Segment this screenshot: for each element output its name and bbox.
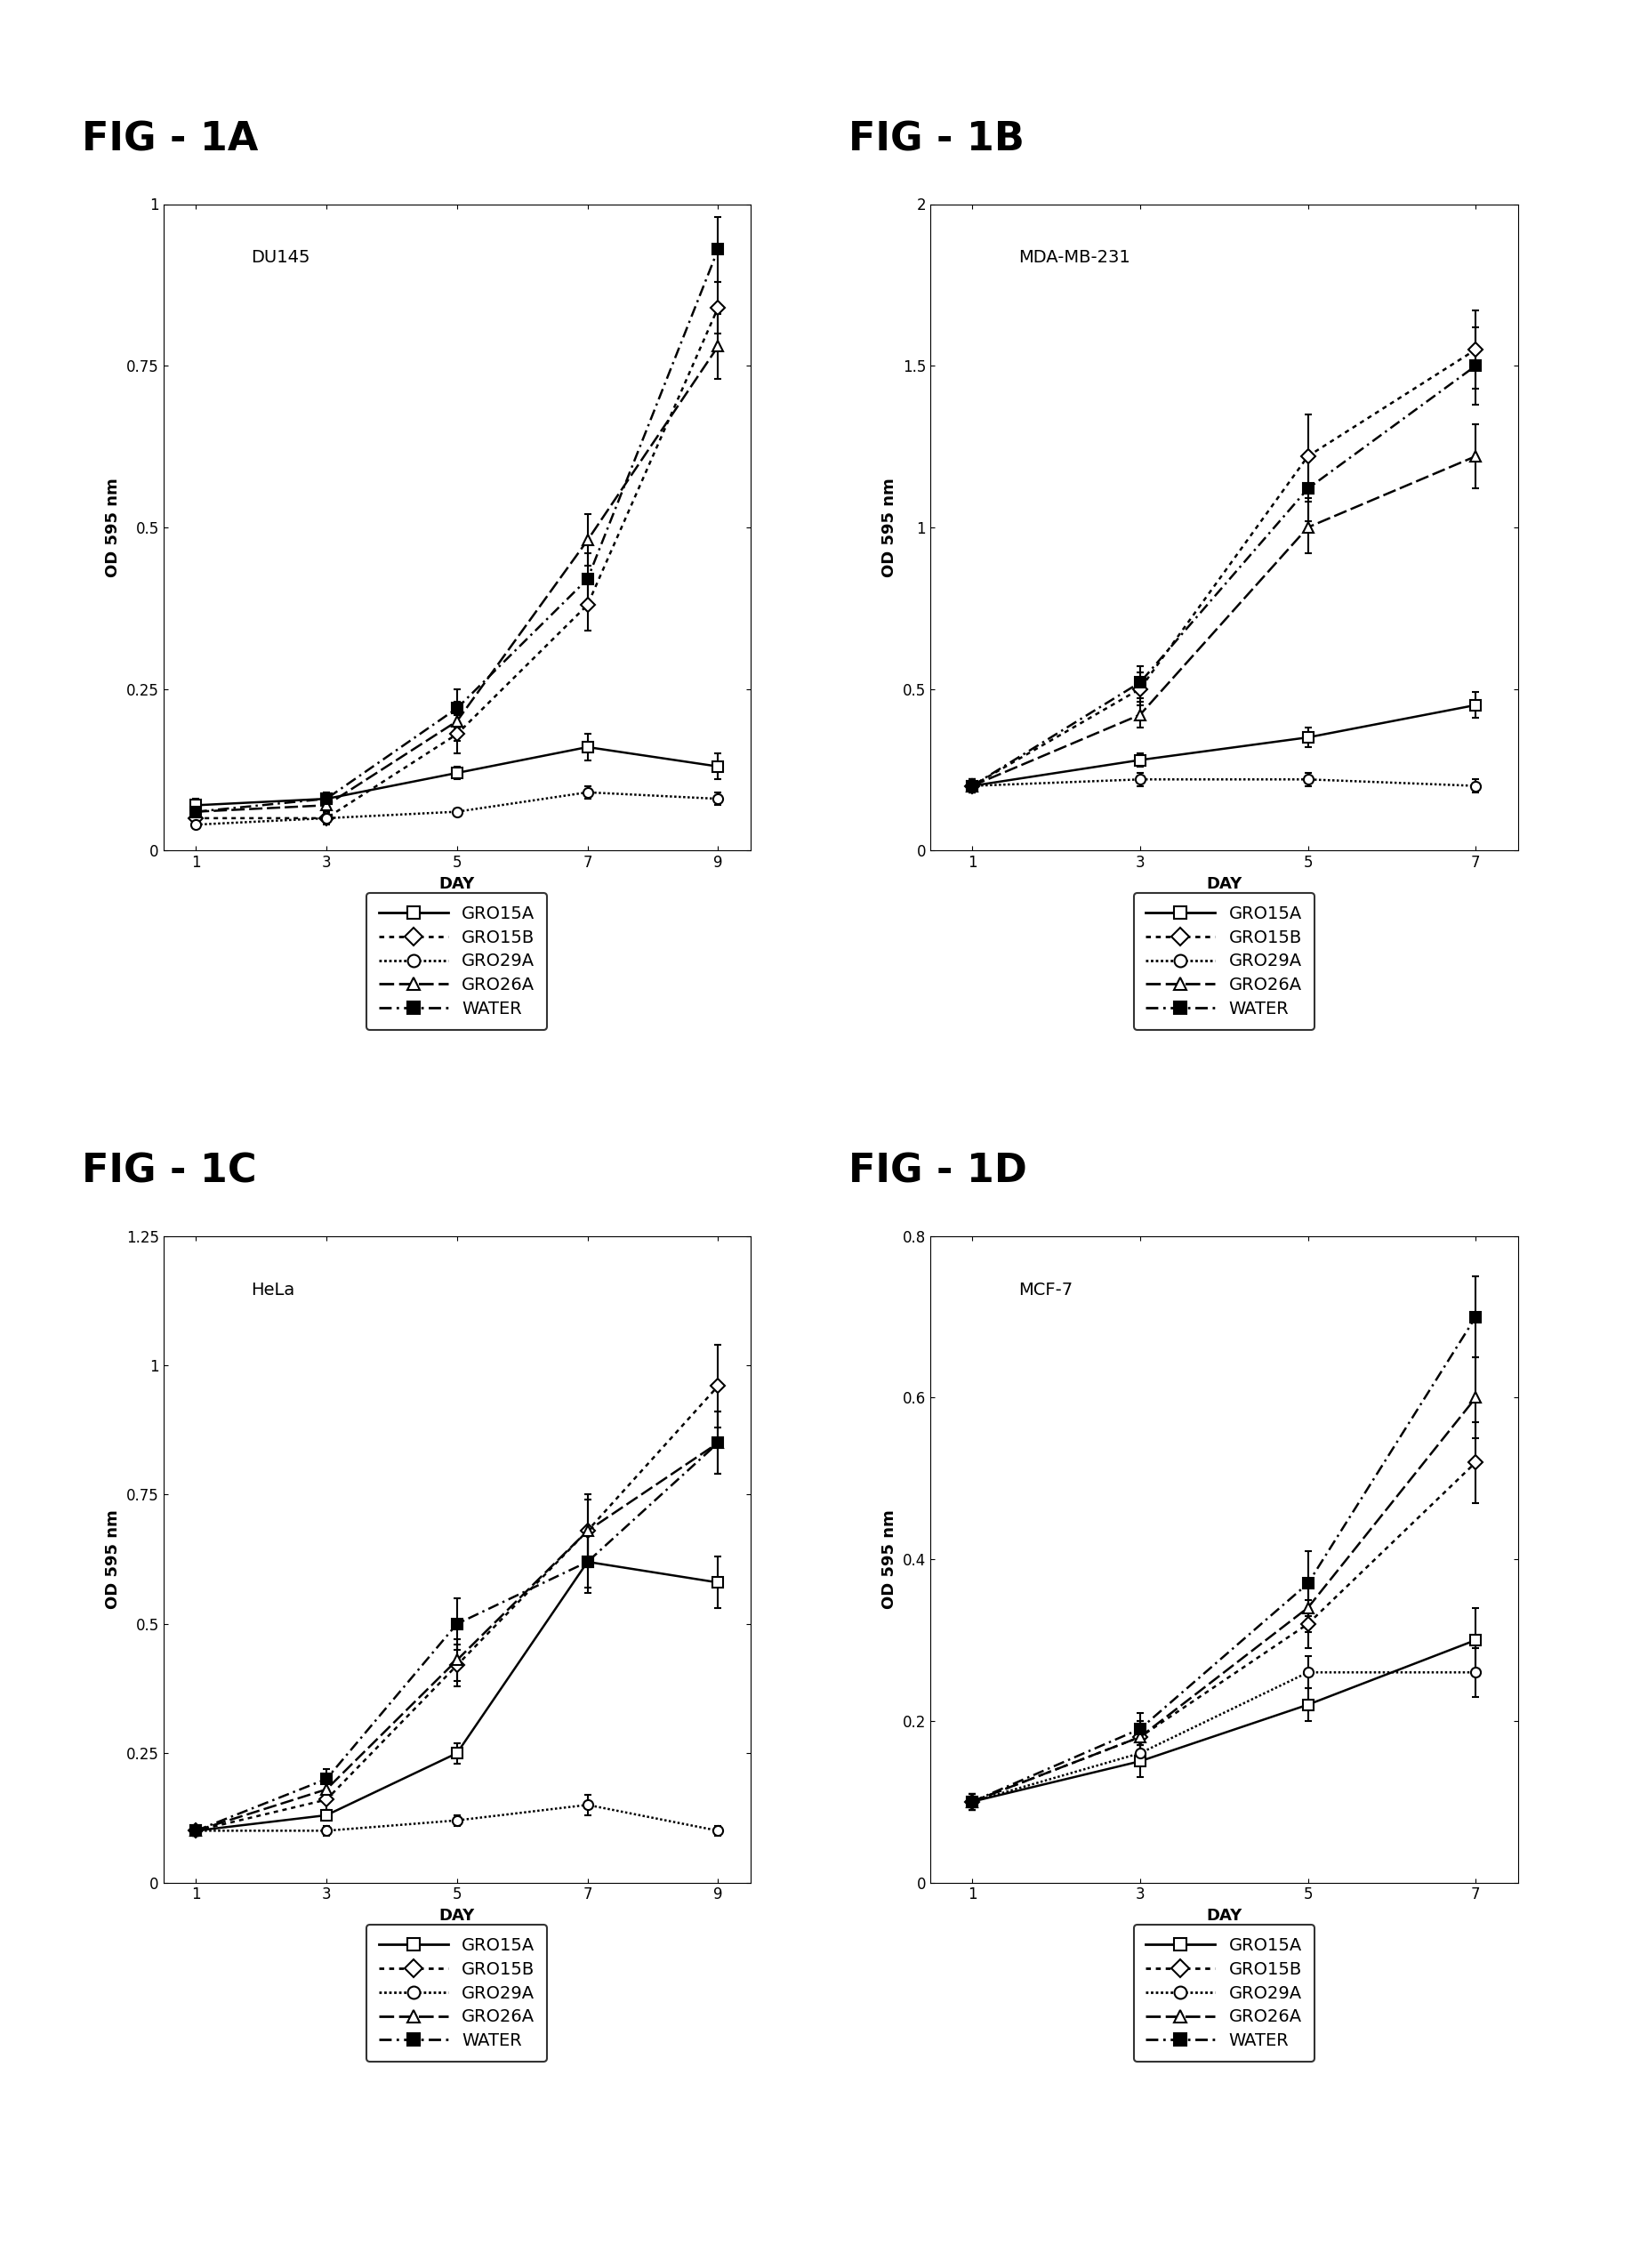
X-axis label: DAY: DAY: [1206, 1907, 1242, 1923]
X-axis label: DAY: DAY: [439, 875, 475, 891]
X-axis label: DAY: DAY: [439, 1907, 475, 1923]
Text: DU145: DU145: [251, 249, 310, 265]
Legend: GRO15A, GRO15B, GRO29A, GRO26A, WATER: GRO15A, GRO15B, GRO29A, GRO26A, WATER: [1134, 1926, 1314, 2062]
Text: MDA-MB-231: MDA-MB-231: [1018, 249, 1131, 265]
Y-axis label: OD 595 nm: OD 595 nm: [104, 1510, 121, 1608]
Text: HeLa: HeLa: [251, 1281, 295, 1297]
Legend: GRO15A, GRO15B, GRO29A, GRO26A, WATER: GRO15A, GRO15B, GRO29A, GRO26A, WATER: [367, 1926, 547, 2062]
Text: MCF-7: MCF-7: [1018, 1281, 1072, 1297]
Text: FIG - 1C: FIG - 1C: [82, 1152, 256, 1191]
Legend: GRO15A, GRO15B, GRO29A, GRO26A, WATER: GRO15A, GRO15B, GRO29A, GRO26A, WATER: [367, 894, 547, 1030]
Legend: GRO15A, GRO15B, GRO29A, GRO26A, WATER: GRO15A, GRO15B, GRO29A, GRO26A, WATER: [1134, 894, 1314, 1030]
Y-axis label: OD 595 nm: OD 595 nm: [881, 479, 898, 576]
Text: FIG - 1A: FIG - 1A: [82, 120, 258, 159]
Text: FIG - 1D: FIG - 1D: [849, 1152, 1027, 1191]
Y-axis label: OD 595 nm: OD 595 nm: [104, 479, 121, 576]
Y-axis label: OD 595 nm: OD 595 nm: [881, 1510, 898, 1608]
Text: FIG - 1B: FIG - 1B: [849, 120, 1025, 159]
X-axis label: DAY: DAY: [1206, 875, 1242, 891]
